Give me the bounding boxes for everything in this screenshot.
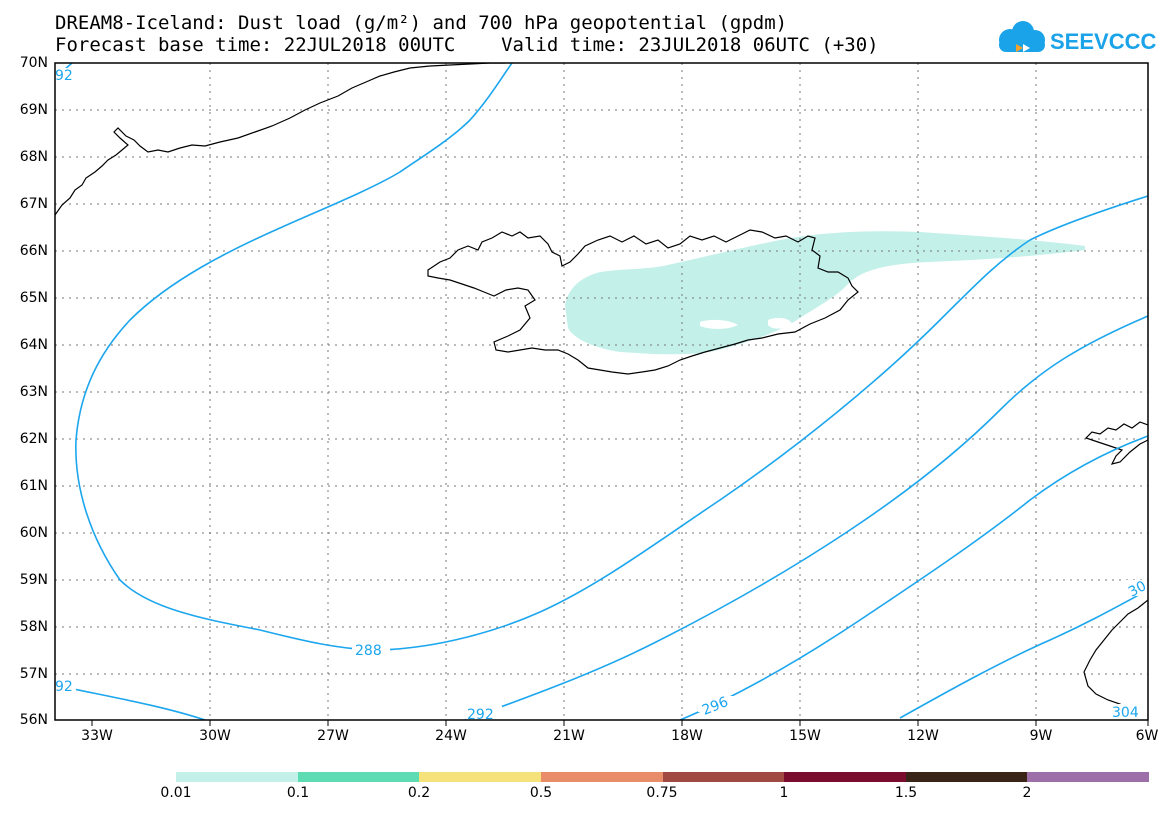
lat-label: 66N — [19, 243, 48, 259]
colorbar-label: 1 — [779, 785, 789, 801]
lat-label: 61N — [19, 478, 48, 494]
lon-label: 15W — [789, 728, 821, 744]
lat-label: 56N — [19, 712, 48, 728]
colorbar-label: 0.75 — [646, 785, 678, 801]
contour-292 — [464, 315, 1148, 720]
seevccc-logo: SEEVCCC — [999, 21, 1156, 54]
colorbar-label: 2 — [1022, 785, 1032, 801]
lat-label: 69N — [19, 102, 48, 118]
colorbar-segment — [1027, 772, 1149, 782]
cloud-icon — [999, 21, 1045, 52]
lat-label: 58N — [19, 619, 48, 635]
colorbar-label: 0.2 — [407, 785, 431, 801]
contour-label: 92 — [55, 68, 73, 84]
contour-label: 30 — [1126, 578, 1149, 600]
colorbar-segment — [540, 772, 663, 782]
dust-gap — [700, 319, 738, 329]
colorbar-label: 0.1 — [286, 785, 310, 801]
contour-sw — [55, 684, 206, 720]
lon-label: 9W — [1029, 728, 1053, 744]
colorbar-label: 0.5 — [529, 785, 553, 801]
forecast-times: Forecast base time: 22JUL2018 00UTC Vali… — [55, 34, 879, 56]
contour-296 — [679, 435, 1148, 720]
colorbar-label: 1.5 — [894, 785, 918, 801]
lat-label: 63N — [19, 384, 48, 400]
lon-label: 21W — [553, 728, 585, 744]
norway-coast — [1084, 421, 1148, 465]
lat-label: 67N — [19, 196, 48, 212]
contour-label: 292 — [467, 707, 494, 723]
geopotential-contours — [55, 63, 1148, 720]
lat-label: 62N — [19, 431, 48, 447]
lat-label: 57N — [19, 666, 48, 682]
lon-label: 30W — [199, 728, 231, 744]
lat-label: 68N — [19, 149, 48, 165]
lat-label: 65N — [19, 290, 48, 306]
logo-text: SEEVCCC — [1050, 29, 1156, 54]
contour-288 — [75, 63, 1148, 651]
colorbar — [176, 772, 1149, 782]
shetland-coast — [1083, 599, 1148, 717]
lat-label: 64N — [19, 337, 48, 353]
map-title: DREAM8-Iceland: Dust load (g/m²) and 700… — [55, 12, 788, 34]
colorbar-segment — [905, 772, 1028, 782]
contour-label: 304 — [1112, 705, 1139, 721]
lon-label: 12W — [907, 728, 939, 744]
contour-label: 92 — [55, 679, 73, 695]
dust-gap — [768, 317, 792, 329]
colorbar-segment — [297, 772, 420, 782]
lon-label: 6W — [1135, 728, 1159, 744]
iceland-coast — [427, 229, 859, 375]
colorbar-segment — [176, 772, 298, 782]
colorbar-segment — [662, 772, 785, 782]
lat-label: 70N — [19, 55, 48, 71]
coastlines — [55, 63, 1148, 717]
lat-label: 59N — [19, 572, 48, 588]
lon-label: 18W — [671, 728, 703, 744]
map-frame — [54, 62, 1149, 721]
dust-plume — [565, 231, 1085, 355]
colorbar-segment — [784, 772, 906, 782]
contour-label: 288 — [355, 643, 382, 659]
lon-label: 27W — [317, 728, 349, 744]
lon-label: 24W — [435, 728, 467, 744]
lat-label: 60N — [19, 525, 48, 541]
contour-300 — [899, 589, 1148, 719]
colorbar-segment — [419, 772, 541, 782]
colorbar-label: 0.01 — [160, 785, 192, 801]
lon-label: 33W — [81, 728, 113, 744]
greenland-coast — [55, 63, 505, 216]
